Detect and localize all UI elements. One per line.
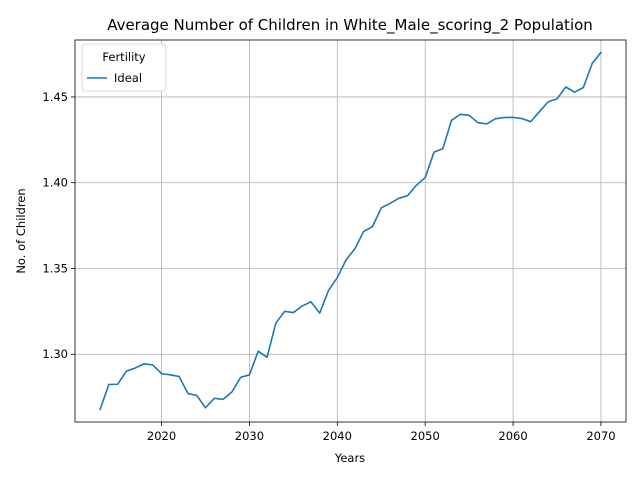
y-axis-label: No. of Children <box>14 188 28 273</box>
x-tick-label: 2050 <box>411 429 440 443</box>
plot-area-frame <box>74 39 627 423</box>
x-axis: 2020 2030 2040 2050 2060 2070 <box>147 422 616 443</box>
y-tick-label: 1.30 <box>42 347 68 361</box>
chart-title: Average Number of Children in White_Male… <box>107 16 593 35</box>
y-tick-label: 1.35 <box>42 261 68 275</box>
series-line-ideal <box>99 51 602 411</box>
grid-lines <box>75 40 626 422</box>
y-axis: 1.30 1.35 1.40 1.45 <box>42 90 75 361</box>
x-axis-label: Years <box>334 451 365 465</box>
x-tick-label: 2020 <box>147 429 176 443</box>
legend-frame <box>81 43 167 92</box>
x-tick-label: 2060 <box>498 429 527 443</box>
legend: Fertility Ideal <box>81 43 167 92</box>
y-tick-label: 1.40 <box>42 176 68 190</box>
x-tick-label: 2040 <box>323 429 352 443</box>
y-tick-label: 1.45 <box>42 90 68 104</box>
legend-label-ideal: Ideal <box>114 71 142 85</box>
legend-title: Fertility <box>102 50 145 64</box>
x-tick-label: 2070 <box>586 429 615 443</box>
series-layer <box>99 51 602 411</box>
x-tick-label: 2030 <box>235 429 264 443</box>
